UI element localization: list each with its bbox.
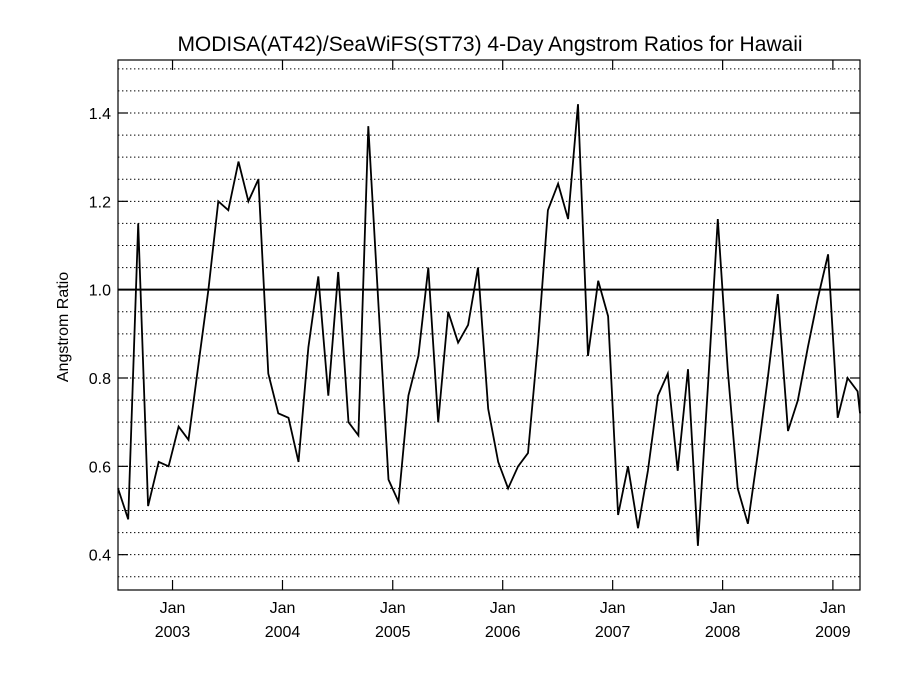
y-tick-label: 0.6 — [89, 459, 111, 476]
y-tick-label: 0.4 — [89, 548, 111, 565]
y-tick-label: 0.8 — [89, 371, 111, 388]
y-tick-label: 1.0 — [89, 283, 111, 300]
data-series — [117, 104, 861, 546]
x-tick-year-label: 2007 — [595, 624, 631, 641]
y-axis-label: Angstrom Ratio — [55, 272, 72, 382]
x-tick-year-label: 2008 — [705, 624, 741, 641]
x-tick-month-label: Jan — [160, 600, 186, 617]
x-tick-year-label: 2009 — [815, 624, 851, 641]
x-tick-month-label: Jan — [710, 600, 736, 617]
x-tick-month-label: Jan — [270, 600, 296, 617]
x-tick-year-label: 2004 — [265, 624, 301, 641]
axis-ticks: 0.4 0.6 0.8 1.0 1.2 1.4 Jan 2003 Jan 2004 Jan 2005 J… — [89, 60, 860, 641]
gridlines — [118, 68, 860, 578]
plot-frame — [117, 59, 861, 591]
x-tick-year-label: 2006 — [485, 624, 521, 641]
chart-title: MODISA(AT42)/SeaWiFS(ST73) 4-Day Angstro… — [177, 33, 802, 56]
series-line — [117, 104, 861, 546]
x-tick-month-label: Jan — [820, 600, 846, 617]
x-tick-month-label: Jan — [490, 600, 516, 617]
x-tick-year-label: 2003 — [155, 624, 191, 641]
x-tick-year-label: 2005 — [375, 624, 411, 641]
x-tick-month-label: Jan — [600, 600, 626, 617]
y-tick-label: 1.2 — [89, 194, 111, 211]
x-tick-month-label: Jan — [380, 600, 406, 617]
y-tick-label: 1.4 — [89, 106, 111, 123]
